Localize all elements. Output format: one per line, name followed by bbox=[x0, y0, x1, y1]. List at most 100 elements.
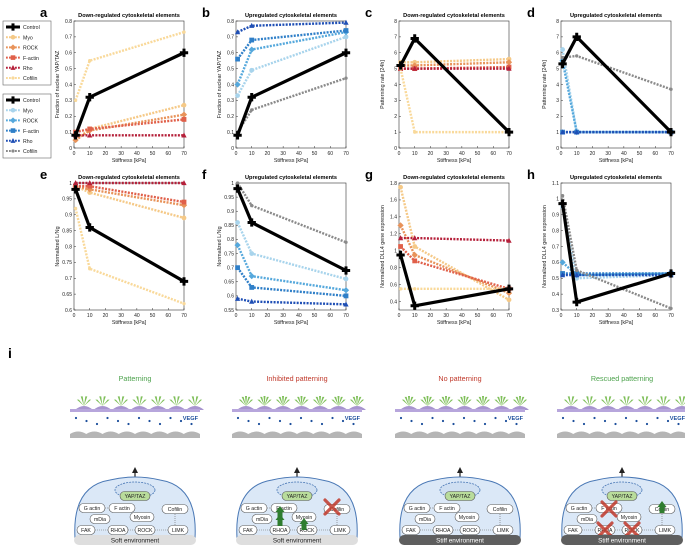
x-tick-label: 60 bbox=[491, 151, 497, 157]
sprout bbox=[334, 396, 339, 406]
y-tick-label: 6 bbox=[556, 51, 559, 57]
node-mdia: mDia bbox=[414, 514, 436, 524]
data-point bbox=[506, 56, 512, 62]
x-tick-label: 70 bbox=[343, 313, 349, 319]
y-tick-label: 0.3 bbox=[65, 98, 72, 104]
y-tick-label: 7 bbox=[556, 35, 559, 41]
sprout bbox=[301, 396, 306, 406]
data-point bbox=[235, 181, 240, 185]
substrate bbox=[557, 431, 685, 438]
data-point bbox=[181, 215, 187, 221]
x-tick-label: 0 bbox=[398, 313, 401, 319]
data-point bbox=[506, 65, 512, 71]
series-myo bbox=[235, 34, 349, 99]
chart-a: a Down-regulated cytoskeletal elements 0 10… bbox=[40, 5, 189, 164]
sprout bbox=[331, 399, 339, 406]
legend-label: Myo bbox=[23, 35, 33, 41]
y-tick-label: 5 bbox=[394, 66, 397, 72]
node-rock: ROCK bbox=[296, 525, 318, 535]
y-tick-label: 0.4 bbox=[390, 299, 397, 305]
data-point bbox=[574, 272, 580, 278]
y-tick-label: 0.5 bbox=[552, 276, 559, 282]
sprout bbox=[158, 396, 162, 406]
node-mdia: mDia bbox=[576, 514, 598, 524]
data-point bbox=[249, 37, 255, 43]
node-rock: ROCK bbox=[134, 525, 156, 535]
sprout bbox=[278, 396, 283, 406]
vegf-dot bbox=[483, 422, 487, 426]
sprout bbox=[139, 396, 143, 406]
sprout bbox=[604, 396, 608, 406]
panel-letter: i bbox=[8, 345, 12, 361]
sprout bbox=[260, 396, 265, 406]
sprout bbox=[349, 399, 357, 406]
sprout bbox=[294, 399, 302, 406]
vegf-dot bbox=[399, 416, 403, 420]
series-rho bbox=[234, 295, 349, 307]
sprout bbox=[501, 396, 506, 406]
x-axis-label: Stiffness [kPa] bbox=[437, 158, 472, 164]
data-point bbox=[87, 132, 93, 138]
vegf-dot bbox=[341, 419, 345, 423]
data-point bbox=[560, 55, 565, 60]
y-tick-label: 8 bbox=[556, 19, 559, 25]
sprout bbox=[315, 396, 320, 406]
sprout bbox=[132, 399, 140, 406]
x-tick-label: 60 bbox=[491, 313, 497, 319]
data-point bbox=[85, 93, 94, 102]
x-tick-label: 70 bbox=[668, 313, 674, 319]
sprout bbox=[297, 396, 302, 406]
x-tick-label: 10 bbox=[574, 151, 580, 157]
sprout bbox=[420, 399, 428, 406]
sprout bbox=[427, 396, 432, 406]
y-axis-label: Fraction of nuclear YAP/TAZ bbox=[217, 50, 223, 118]
sprout bbox=[264, 396, 269, 406]
node-g-actin: G actin bbox=[240, 503, 268, 513]
y-tick-label: 0.6 bbox=[390, 282, 397, 288]
node-shape bbox=[606, 491, 638, 501]
environment-label: Soft environment bbox=[111, 538, 160, 545]
environment-label: Stiff environment bbox=[598, 538, 646, 545]
node-limk: LIMK bbox=[329, 525, 351, 535]
x-tick-label: 10 bbox=[249, 151, 255, 157]
y-tick-label: 0.3 bbox=[552, 308, 559, 314]
sprout bbox=[320, 399, 328, 406]
node-shape bbox=[161, 504, 189, 514]
sprout bbox=[427, 399, 435, 406]
data-point bbox=[249, 251, 255, 256]
data-point bbox=[342, 287, 350, 294]
sprout bbox=[102, 396, 106, 406]
data-point bbox=[180, 202, 188, 209]
data-point bbox=[410, 301, 419, 310]
x-tick-label: 0 bbox=[73, 313, 76, 319]
vegf-dot bbox=[420, 422, 424, 426]
x-tick-label: 40 bbox=[296, 151, 302, 157]
node-label: YAP/TAZ bbox=[450, 494, 471, 500]
sprout bbox=[423, 396, 428, 406]
environment-bar bbox=[236, 535, 358, 545]
sprout bbox=[173, 396, 177, 406]
data-point bbox=[249, 22, 255, 28]
y-tick-label: 1.4 bbox=[390, 215, 397, 221]
sprout bbox=[589, 399, 597, 406]
y-tick-label: 0.8 bbox=[390, 265, 397, 271]
x-axis-label: Stiffness [kPa] bbox=[274, 320, 309, 326]
node-myosin: Myosin bbox=[129, 512, 155, 522]
x-tick-label: 30 bbox=[443, 313, 449, 319]
sprout bbox=[117, 396, 121, 406]
panel-letter: b bbox=[202, 5, 210, 20]
data-point bbox=[396, 250, 405, 260]
chart-b: b Upregulated cytoskeletal elements 0 10 20 3… bbox=[202, 5, 351, 164]
node-fak: FAK bbox=[238, 525, 258, 535]
legend-marker bbox=[9, 23, 17, 31]
data-point bbox=[575, 54, 579, 58]
data-point bbox=[182, 301, 186, 306]
x-axis-label: Stiffness [kPa] bbox=[112, 320, 147, 326]
panel-heading: No patterning bbox=[438, 374, 481, 383]
series-cofilin bbox=[73, 206, 186, 306]
inhibition-cross bbox=[596, 521, 614, 539]
node-label: FAK bbox=[568, 528, 578, 534]
data-point bbox=[233, 184, 242, 193]
data-point bbox=[247, 218, 256, 227]
